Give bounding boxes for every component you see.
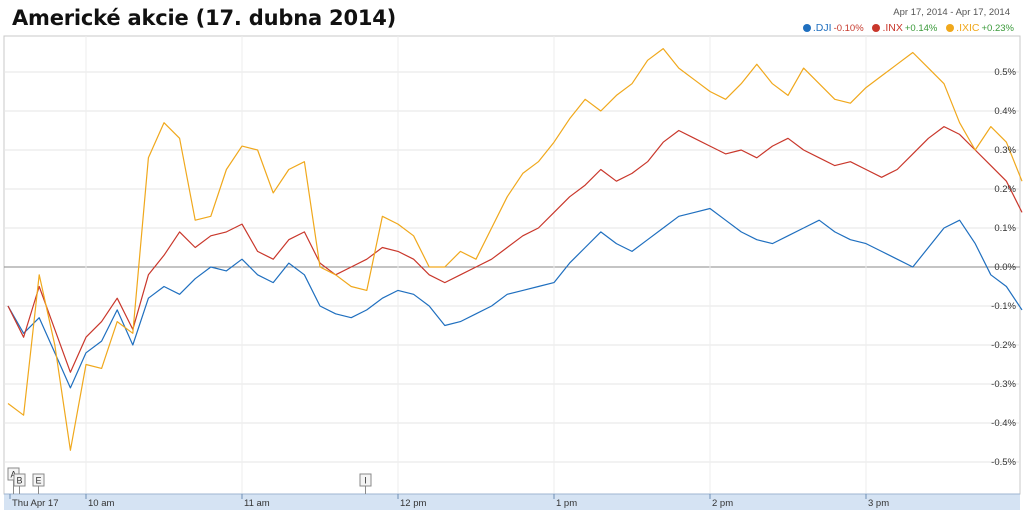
y-tick-label: -0.5% xyxy=(991,457,1016,468)
y-tick-label: -0.4% xyxy=(991,418,1016,429)
y-tick-label: 0.2% xyxy=(994,184,1016,195)
legend-series-name: .DJI xyxy=(812,22,832,34)
news-flag-b[interactable]: B xyxy=(13,473,26,494)
y-tick-label: 0.4% xyxy=(994,106,1016,117)
news-flag-i[interactable]: I xyxy=(359,473,372,494)
x-tick-label: 10 am xyxy=(88,498,114,509)
series-color-dot-icon xyxy=(802,23,811,32)
legend-series-change: +0.23% xyxy=(981,23,1015,34)
timeline-bar[interactable] xyxy=(4,494,1020,510)
series-layer xyxy=(7,47,1023,451)
news-flag-letter: E xyxy=(35,476,41,486)
legend-series-name: .IXIC xyxy=(956,22,980,34)
date-range-label: Apr 17, 2014 - Apr 17, 2014 xyxy=(893,7,1010,18)
x-tick-label: Thu Apr 17 xyxy=(12,498,58,509)
y-tick-label: -0.1% xyxy=(991,301,1016,312)
legend-item-inx[interactable]: .INX +0.14% xyxy=(872,22,937,34)
y-tick-label: 0.5% xyxy=(994,67,1016,78)
series-line-dji xyxy=(7,207,1023,389)
x-tick-label: 11 am xyxy=(244,498,270,509)
chart-title: Americké akcie (17. dubna 2014) xyxy=(12,6,397,30)
legend-series-change: -0.10% xyxy=(833,23,864,34)
news-flag-letter: B xyxy=(16,476,22,486)
legend-item-dji[interactable]: .DJI -0.10% xyxy=(802,22,864,34)
series-color-dot-icon xyxy=(946,23,955,32)
legend-series-change: +0.14% xyxy=(904,23,938,34)
x-tick-label: 2 pm xyxy=(712,498,733,509)
series-color-dot-icon xyxy=(872,23,881,32)
y-tick-label: -0.3% xyxy=(991,379,1016,390)
legend-series-name: .INX xyxy=(882,22,903,34)
news-flag-letter: I xyxy=(364,476,367,486)
series-line-ixic xyxy=(7,47,1023,451)
y-tick-label: 0.3% xyxy=(994,145,1016,156)
grid-layer xyxy=(3,35,1021,495)
x-tick-label: 1 pm xyxy=(556,498,577,509)
legend-item-ixic[interactable]: .IXIC +0.23% xyxy=(946,22,1014,34)
axis-layer: 0.5% 0.4% 0.3% 0.2% 0.1% 0.0% -0.1% -0.2% -0.3% -… xyxy=(4,67,1020,510)
x-tick-label: 3 pm xyxy=(868,498,889,509)
x-tick-label: 12 pm xyxy=(400,498,426,509)
y-tick-label: 0.1% xyxy=(994,223,1016,234)
y-tick-label: 0.0% xyxy=(994,262,1016,273)
y-tick-label: -0.2% xyxy=(991,340,1016,351)
news-flag-e[interactable]: E xyxy=(32,473,45,494)
series-line-inx xyxy=(7,125,1023,373)
legend: .DJI -0.10% .INX +0.14% .IXIC +0.23% xyxy=(797,22,1014,34)
